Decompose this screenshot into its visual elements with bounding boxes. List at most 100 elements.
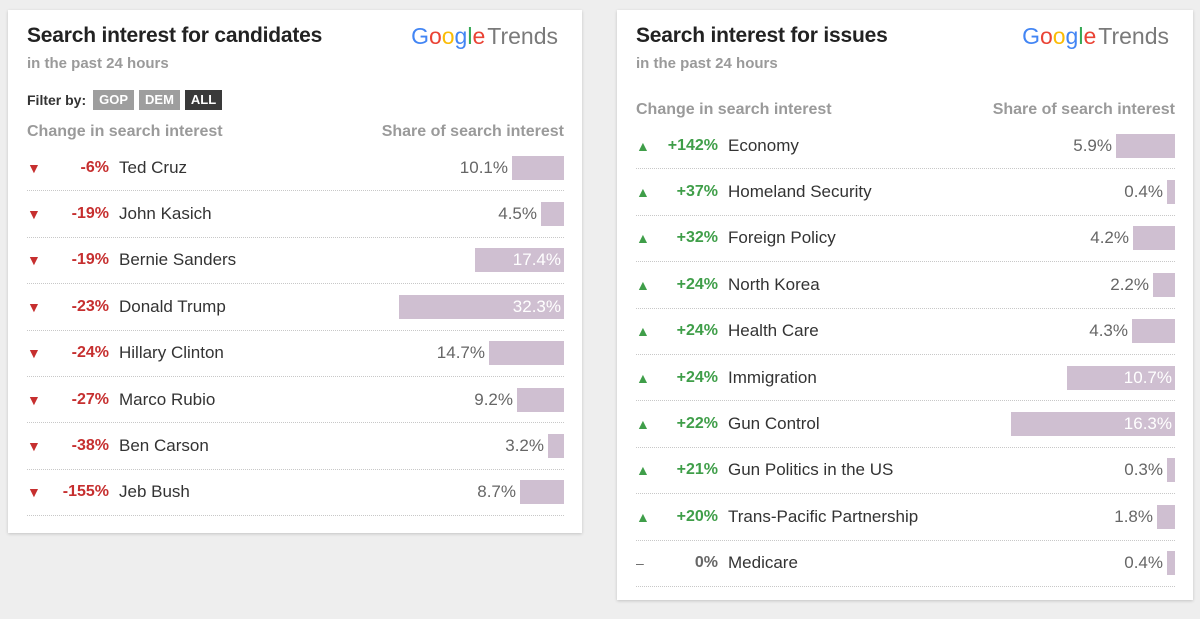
- arrow-up-icon: ▲: [636, 184, 650, 201]
- share-value: 14.7%: [436, 343, 485, 363]
- item-name: Homeland Security: [728, 182, 872, 202]
- list-item: ▼ -19% John Kasich 4.5%: [27, 191, 564, 238]
- logo-letter: e: [472, 23, 486, 49]
- share-bar: [1167, 180, 1175, 205]
- column-share-header: Share of search interest: [381, 123, 564, 140]
- issues-title: Search interest for issues: [636, 24, 888, 47]
- item-name: Foreign Policy: [728, 228, 836, 248]
- share-cell: 0.4%: [1124, 180, 1175, 205]
- share-value: 0.4%: [1124, 553, 1163, 573]
- logo-letter: o: [1039, 23, 1053, 49]
- logo-letter: o: [1052, 23, 1066, 49]
- item-name: North Korea: [728, 274, 820, 294]
- logo-trends: Trends: [1098, 23, 1169, 49]
- share-cell: 10.1%: [460, 155, 564, 180]
- issues-card: Search interest for issues in the past 2…: [617, 10, 1193, 600]
- share-bar: 16.3%: [1011, 412, 1175, 437]
- change-value: -6%: [80, 158, 109, 176]
- list-item: ▼ -38% Ben Carson 3.2%: [27, 423, 564, 470]
- item-name: Marco Rubio: [119, 389, 216, 409]
- change-value: +24%: [676, 275, 718, 293]
- filter-dem-button[interactable]: DEM: [139, 90, 180, 110]
- logo-trends: Trends: [487, 23, 558, 49]
- share-value: 0.3%: [1124, 460, 1163, 480]
- list-item: ▲ +21% Gun Politics in the US 0.3%: [636, 448, 1175, 495]
- share-value: 2.2%: [1110, 274, 1149, 294]
- logo-letter: G: [1022, 23, 1040, 49]
- share-bar: [489, 341, 564, 366]
- share-cell: 0.3%: [1124, 458, 1175, 483]
- share-bar: [1132, 319, 1175, 344]
- dash-icon: –: [636, 555, 644, 572]
- list-item: ▲ +24% North Korea 2.2%: [636, 262, 1175, 309]
- share-bar: [1133, 226, 1175, 251]
- item-name: Donald Trump: [119, 296, 226, 316]
- filter-all-button[interactable]: ALL: [184, 90, 223, 110]
- list-item: ▲ +37% Homeland Security 0.4%: [636, 169, 1175, 216]
- filter-row: Filter by: GOP DEM ALL: [27, 89, 564, 111]
- change-value: +22%: [676, 415, 718, 433]
- arrow-down-icon: ▼: [27, 391, 41, 408]
- change-value: +32%: [676, 229, 718, 247]
- arrow-down-icon: ▼: [27, 159, 41, 176]
- logo-letter: l: [1078, 23, 1084, 49]
- candidates-list: ▼ -6% Ted Cruz 10.1% ▼ -19% John Kasich 4.5% ▼ -1…: [27, 145, 564, 517]
- share-cell: 4.5%: [498, 202, 564, 227]
- logo-letter: G: [411, 23, 429, 49]
- share-cell: 5.9%: [1073, 133, 1175, 158]
- share-value: 5.9%: [1073, 135, 1112, 155]
- arrow-down-icon: ▼: [27, 252, 41, 269]
- change-value: -27%: [71, 390, 109, 408]
- column-share-header: Share of search interest: [992, 101, 1175, 118]
- google-trends-logo: GoogleTrends: [1022, 23, 1169, 50]
- share-value: 1.8%: [1114, 506, 1153, 526]
- change-value: +21%: [676, 461, 718, 479]
- candidates-card: Search interest for candidates in the pa…: [8, 10, 582, 533]
- list-item: ▼ -23% Donald Trump 32.3%: [27, 284, 564, 331]
- item-name: Health Care: [728, 321, 819, 341]
- item-name: Ted Cruz: [119, 157, 188, 177]
- item-name: Immigration: [728, 367, 817, 387]
- candidates-column-headers: Change in search interest Share of searc…: [27, 121, 564, 143]
- logo-letter: e: [1083, 23, 1097, 49]
- item-name: Gun Politics in the US: [728, 460, 894, 480]
- list-item: – 0% Medicare 0.4%: [636, 541, 1175, 587]
- share-value: 4.5%: [498, 204, 537, 224]
- list-item: ▼ -24% Hillary Clinton 14.7%: [27, 331, 564, 377]
- share-value: 10.7%: [1123, 367, 1172, 387]
- share-value: 32.3%: [512, 296, 561, 316]
- share-value: 4.3%: [1089, 321, 1128, 341]
- change-value: -23%: [71, 297, 109, 315]
- share-cell: 14.7%: [436, 341, 564, 366]
- filter-gop-button[interactable]: GOP: [93, 90, 135, 110]
- share-cell: 2.2%: [1110, 272, 1175, 297]
- share-bar: [1157, 504, 1175, 529]
- item-name: Ben Carson: [119, 436, 209, 456]
- share-value: 0.4%: [1124, 182, 1163, 202]
- candidates-title: Search interest for candidates: [27, 24, 323, 47]
- share-value: 4.2%: [1090, 228, 1129, 248]
- change-value: -155%: [62, 483, 109, 501]
- share-cell: 10.7%: [1067, 365, 1175, 390]
- list-item: ▲ +24% Immigration 10.7%: [636, 355, 1175, 402]
- arrow-up-icon: ▲: [636, 462, 650, 479]
- item-name: Gun Control: [728, 414, 820, 434]
- item-name: Hillary Clinton: [119, 343, 224, 363]
- arrow-up-icon: ▲: [636, 276, 650, 293]
- share-cell: 9.2%: [474, 387, 564, 412]
- share-cell: 1.8%: [1114, 504, 1175, 529]
- google-trends-logo: GoogleTrends: [411, 23, 558, 50]
- change-value: -38%: [71, 437, 109, 455]
- share-bar: [1167, 551, 1175, 576]
- column-change-header: Change in search interest: [27, 123, 223, 140]
- candidates-subtitle: in the past 24 hours: [27, 55, 169, 72]
- share-cell: 17.4%: [475, 248, 564, 273]
- logo-letter: g: [454, 23, 468, 49]
- list-item: ▲ +142% Economy 5.9%: [636, 123, 1175, 170]
- share-bar: 32.3%: [399, 294, 564, 319]
- change-value: +142%: [667, 136, 718, 154]
- share-bar: 17.4%: [475, 248, 564, 273]
- issues-column-headers: Change in search interest Share of searc…: [636, 99, 1175, 121]
- arrow-down-icon: ▼: [27, 345, 41, 362]
- change-value: +24%: [676, 368, 718, 386]
